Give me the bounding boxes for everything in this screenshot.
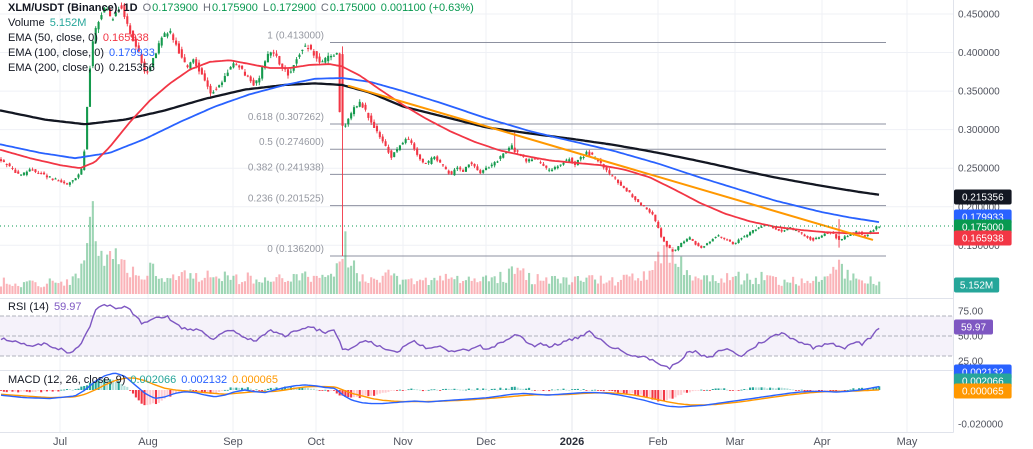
volume-value: 5.152M [49, 17, 87, 29]
macd-hist-value: 0.002066 [130, 374, 177, 386]
macd-tick-label: -0.020000 [958, 420, 1003, 431]
ema50-legend-row[interactable]: EMA (50, close, 0) 0.165938 [8, 31, 474, 46]
price-tick-label: 0.250000 [958, 164, 1000, 175]
rsi-value: 59.97 [53, 301, 82, 313]
macd-label: MACD (12, 26, close, 9) [8, 374, 126, 386]
rsi-tick-label: 50.00 [958, 332, 983, 343]
axis-badge-label: 0.165938 [962, 234, 1004, 245]
high-letter: H [203, 2, 211, 14]
time-tick-label: Aug [138, 436, 158, 448]
axis-badge-label: 0.175000 [962, 223, 1004, 234]
fib-retracement: 1 (0.413000) 0.618 (0.307262) 0.5 (0.27460… [248, 31, 886, 257]
low-value: 0.172900 [270, 2, 316, 14]
price-tick-label: 0.400000 [958, 48, 1000, 59]
ema200-label: EMA (200, close, 0) [8, 62, 104, 74]
price-tick-label: 0.200000 [958, 202, 1000, 213]
time-tick-label: May [897, 436, 918, 448]
rsi-legend[interactable]: RSI (14) 59.97 [8, 300, 82, 315]
close-value: 0.175000 [329, 2, 376, 14]
macd-panel [0, 372, 881, 408]
axis-badge-label: 59.97 [961, 323, 986, 334]
axis-badge [954, 189, 1012, 205]
axis-badge-label: 5.152M [960, 281, 993, 292]
rsi-tick-label: 25.00 [958, 357, 983, 368]
rsi-tick-label: 75.00 [958, 307, 983, 318]
ema100-value: 0.179933 [109, 47, 155, 59]
macd-legend-row[interactable]: MACD (12, 26, close, 9) 0.002066 0.00213… [8, 373, 278, 388]
time-tick-label: Nov [393, 436, 413, 448]
time-scale[interactable]: Jul Aug Sep Oct Nov Dec 2026 Feb Mar Apr May [53, 436, 918, 448]
macd-signal-value: 0.000065 [232, 374, 279, 386]
time-tick-label: Dec [476, 436, 496, 448]
ema50-value: 0.165938 [102, 32, 149, 44]
symbol-ohlc-row[interactable]: XLM/USDT (Binance), 1D O 0.173900 H 0.17… [8, 1, 474, 16]
fib-level-label: 0 (0.136200) [267, 244, 324, 255]
axis-badge-label: 0.002132 [962, 368, 1004, 379]
ema200-value: 0.215356 [109, 62, 155, 74]
volume-label: Volume [8, 17, 45, 29]
time-tick-label: 2026 [560, 436, 584, 448]
grid [0, 0, 953, 432]
price-tick-label: 0.350000 [958, 87, 1000, 98]
axis-badge [954, 230, 1012, 246]
time-tick-label: Jul [53, 436, 67, 448]
fib-level-label: 0.382 (0.241938) [248, 162, 324, 173]
price-tick-label: 0.150000 [958, 241, 1000, 252]
macd-line-value: 0.002132 [181, 374, 228, 386]
change-value: 0.001100 (+0.63%) [380, 2, 474, 14]
candles-series [0, 2, 881, 256]
main-legend: XLM/USDT (Binance), 1D O 0.173900 H 0.17… [8, 1, 474, 76]
fib-level-label: 0.618 (0.307262) [248, 112, 324, 123]
low-letter: L [262, 2, 269, 14]
price-tick-label: 0.300000 [958, 125, 1000, 136]
axis-badge-label: 0.215356 [962, 193, 1004, 204]
time-tick-label: Mar [726, 436, 745, 448]
trendline[interactable] [347, 84, 874, 241]
fib-level-label: 1 (0.413000) [267, 31, 324, 42]
ema50-label: EMA (50, close, 0) [8, 32, 98, 44]
volume-legend-row[interactable]: Volume 5.152M [8, 16, 474, 31]
ema200-legend-row[interactable]: EMA (200, close, 0) 0.215356 [8, 61, 474, 76]
time-tick-label: Sep [223, 436, 243, 448]
axis-badge-label: 0.002066 [962, 377, 1004, 388]
ema-lines [0, 59, 880, 241]
open-letter: O [142, 2, 152, 14]
high-value: 0.175900 [211, 2, 258, 14]
time-tick-label: Oct [307, 436, 324, 448]
rsi-panel [0, 303, 953, 371]
macd-legend[interactable]: MACD (12, 26, close, 9) 0.002066 0.00213… [8, 373, 278, 388]
rsi-legend-row[interactable]: RSI (14) 59.97 [8, 300, 82, 315]
rsi-label: RSI (14) [8, 301, 49, 313]
axis-badge [954, 319, 993, 335]
panel-separators [0, 298, 1033, 433]
axis-badge-label: 0.000065 [962, 387, 1004, 398]
axis-badge [954, 277, 1000, 293]
price-scale[interactable]: 0.450000 0.400000 0.350000 0.300000 0.250000… [953, 0, 1033, 449]
fib-level-label: 0.5 (0.274600) [259, 137, 324, 148]
axis-badge-label: 0.179933 [962, 213, 1004, 224]
open-value: 0.173900 [152, 2, 199, 14]
ema100-legend-row[interactable]: EMA (100, close, 0) 0.179933 [8, 46, 474, 61]
fib-level-label: 0.236 (0.201525) [248, 194, 324, 205]
axis-badge [954, 383, 1012, 399]
symbol-title[interactable]: XLM/USDT (Binance), 1D [8, 2, 138, 14]
volume-series [0, 201, 881, 294]
time-tick-label: Feb [649, 436, 668, 448]
price-tick-label: 0.450000 [958, 10, 1000, 21]
close-letter: C [320, 2, 329, 14]
time-tick-label: Apr [813, 436, 830, 448]
ema100-label: EMA (100, close, 0) [8, 47, 104, 59]
